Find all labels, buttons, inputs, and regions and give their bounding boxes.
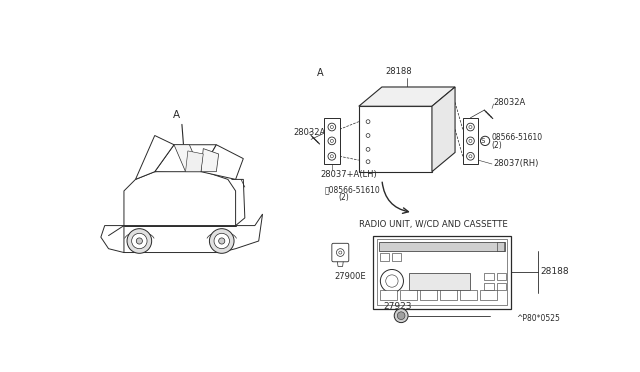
Bar [379, 242, 505, 251]
Text: RADIO UNIT, W/CD AND CASSETTE: RADIO UNIT, W/CD AND CASSETTE [359, 220, 508, 229]
Polygon shape [124, 169, 236, 225]
Text: S: S [481, 138, 485, 144]
Polygon shape [186, 151, 204, 172]
Polygon shape [372, 235, 511, 309]
Circle shape [136, 238, 143, 244]
Circle shape [219, 238, 225, 244]
Text: (2): (2) [492, 141, 502, 150]
Text: 28032A: 28032A [293, 128, 326, 137]
Bar [409, 273, 470, 290]
Polygon shape [155, 145, 216, 172]
Bar [420, 289, 436, 299]
Polygon shape [432, 87, 455, 172]
Polygon shape [174, 145, 201, 172]
Polygon shape [324, 118, 340, 164]
Circle shape [214, 233, 230, 249]
Text: 28188: 28188 [385, 67, 412, 76]
Circle shape [394, 309, 408, 323]
FancyBboxPatch shape [332, 243, 349, 262]
Bar [440, 289, 456, 299]
Text: 28032A: 28032A [493, 98, 526, 107]
Circle shape [132, 233, 147, 249]
Text: 28037+A(LH): 28037+A(LH) [320, 170, 377, 179]
Bar [497, 283, 506, 289]
Polygon shape [201, 145, 243, 179]
Text: (2): (2) [338, 193, 349, 202]
Text: Ⓢ08566-51610: Ⓢ08566-51610 [324, 186, 380, 195]
Bar [497, 273, 506, 280]
Polygon shape [359, 106, 432, 172]
Text: 28037(RH): 28037(RH) [493, 160, 539, 169]
Polygon shape [136, 135, 174, 179]
Polygon shape [201, 148, 219, 172]
Bar [480, 289, 497, 299]
Polygon shape [337, 260, 344, 266]
Polygon shape [463, 118, 478, 164]
Polygon shape [359, 87, 455, 106]
Bar [460, 289, 477, 299]
Text: A: A [173, 110, 180, 121]
Circle shape [380, 269, 403, 293]
Bar [380, 253, 389, 261]
Bar [484, 283, 493, 289]
Text: 08566-51610: 08566-51610 [492, 133, 542, 142]
Circle shape [209, 229, 234, 253]
Text: A: A [316, 68, 323, 78]
Text: ^P80*0525: ^P80*0525 [516, 314, 561, 323]
Text: 28188: 28188 [541, 267, 569, 276]
Bar [399, 289, 417, 299]
Circle shape [127, 229, 152, 253]
Bar [392, 253, 401, 261]
Bar [380, 289, 397, 299]
Text: 27923: 27923 [383, 302, 412, 311]
Circle shape [397, 312, 405, 320]
Polygon shape [101, 214, 262, 253]
Polygon shape [376, 240, 508, 305]
Bar [497, 242, 504, 251]
Text: 27900E: 27900E [334, 272, 366, 281]
Bar [484, 273, 493, 280]
